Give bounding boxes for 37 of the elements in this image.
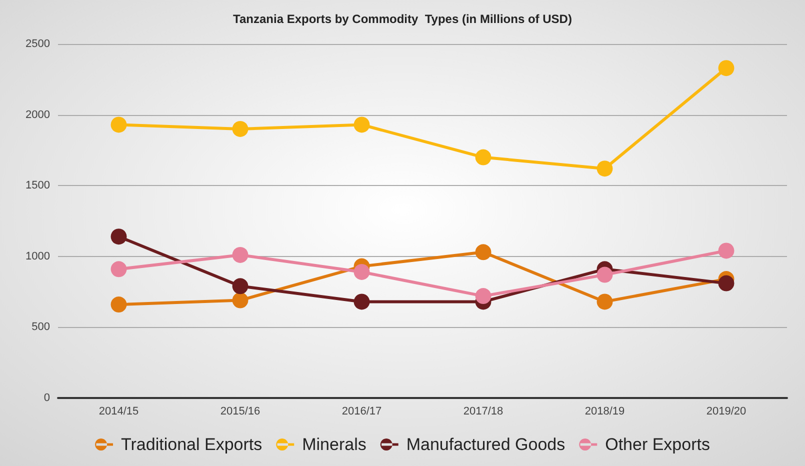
point (110, 261, 127, 278)
point (718, 275, 734, 292)
x-tick-label: 2019/20 (706, 406, 746, 418)
y-tick-label: 500 (32, 321, 50, 334)
point (596, 294, 613, 310)
point (596, 266, 613, 283)
point (718, 242, 734, 259)
legend-label: Manufactured Goods (406, 435, 566, 454)
point (354, 294, 370, 310)
point (475, 288, 492, 304)
x-tick-label: 2016/17 (342, 406, 382, 418)
x-tick-label: 2017/18 (463, 406, 504, 418)
legend-label: Traditional Exports (121, 435, 262, 454)
y-tick-label: 2500 (26, 38, 50, 50)
point (110, 296, 127, 313)
y-tick-label: 0 (44, 392, 50, 404)
x-tick-label: 2018/19 (584, 406, 625, 418)
point (110, 228, 127, 245)
point (475, 244, 492, 260)
y-tick-label: 2000 (26, 108, 50, 121)
point (596, 160, 613, 177)
point (354, 116, 370, 133)
legend-label: Other Exports (605, 435, 710, 454)
x-tick-label: 2015/16 (220, 406, 260, 418)
y-tick-label: 1000 (26, 250, 50, 262)
point (232, 278, 248, 294)
x-tick-label: 2014/15 (98, 406, 139, 418)
point (475, 149, 492, 166)
point (232, 292, 248, 308)
point (354, 264, 370, 280)
chart-title: Tanzania Exports by Commodity Types (in Millions of USD) (233, 12, 572, 26)
y-tick-label: 1500 (26, 180, 50, 192)
point (110, 116, 127, 133)
point (232, 120, 248, 137)
point (718, 60, 734, 76)
point (232, 246, 248, 263)
legend-label: Minerals (302, 435, 366, 454)
